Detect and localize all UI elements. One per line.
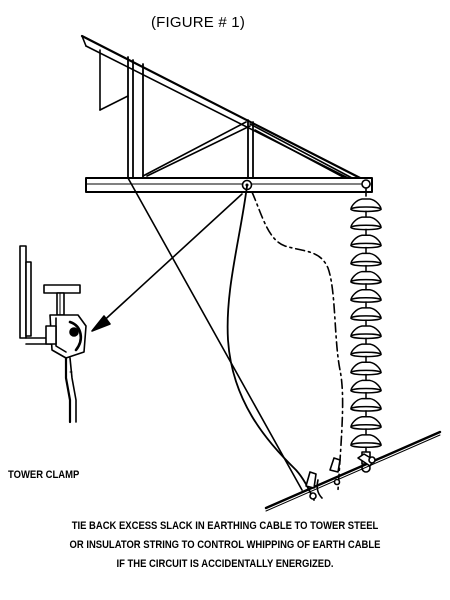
crossarm-upper-chord — [80, 34, 370, 185]
earthing-cable — [226, 185, 315, 501]
earthing-cable-straight-section — [127, 177, 303, 491]
earth-clamps-on-conductor — [305, 453, 376, 500]
insulator-string — [350, 198, 382, 454]
caption-line: TIE BACK EXCESS SLACK IN EARTHING CABLE … — [71, 520, 379, 532]
excess-slack-tieback — [251, 191, 344, 491]
crossarm-lower-chord — [85, 177, 373, 193]
insulator-hanger — [361, 179, 371, 197]
detail-pointer-arrow — [91, 193, 243, 332]
caption-line: IF THE CIRCUIT IS ACCIDENTALLY ENERGIZED… — [116, 558, 334, 570]
figure-label: (FIGURE # 1) — [150, 14, 246, 31]
caption-line: OR INSULATOR STRING TO CONTROL WHIPPING … — [69, 539, 381, 551]
phase-conductor — [264, 430, 442, 512]
caption: TIE BACK EXCESS SLACK IN EARTHING CABLE … — [0, 517, 450, 574]
crossarm-diagonal-bracing — [99, 49, 353, 179]
tower-clamp-detail — [19, 245, 87, 424]
tower-clamp-label: TOWER CLAMP — [8, 469, 80, 481]
crossarm-vertical-struts — [127, 56, 254, 179]
